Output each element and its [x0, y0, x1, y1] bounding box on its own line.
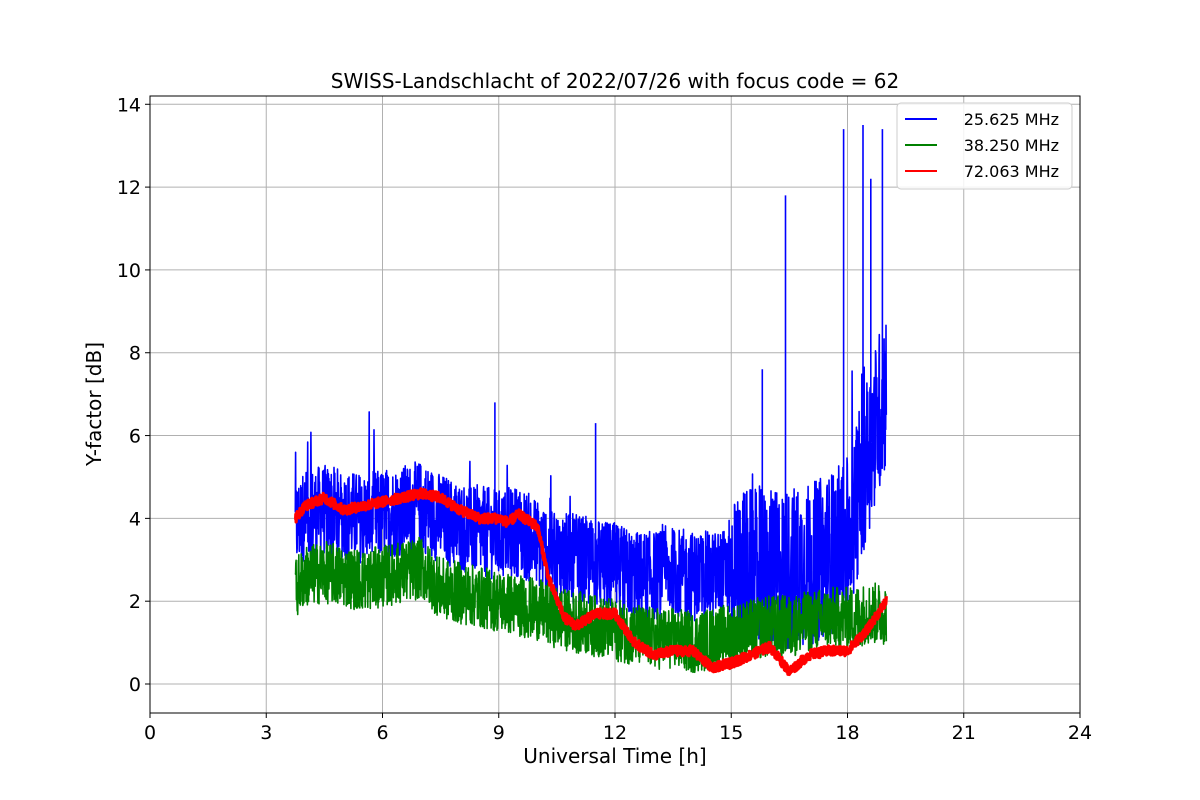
legend-frame [896, 102, 1073, 190]
y-tick-label: 10 [117, 260, 141, 282]
y-tick-label: 0 [129, 674, 141, 696]
y-tick-label: 12 [117, 177, 141, 199]
y-tick-label: 8 [129, 343, 141, 365]
x-axis-title: Universal Time [h] [523, 744, 706, 768]
chart-title: SWISS-Landschlacht of 2022/07/26 with fo… [331, 69, 899, 93]
series-line-1 [294, 125, 888, 651]
y-tick-label: 2 [129, 591, 141, 613]
x-tick-label: 9 [493, 722, 505, 744]
plot-area [293, 125, 888, 677]
x-tick-label: 3 [260, 722, 272, 744]
x-tick-label: 18 [835, 722, 859, 744]
series-line-2 [294, 536, 888, 674]
series-line-3 [293, 487, 888, 677]
x-tick-label: 21 [952, 722, 976, 744]
y-tick-label: 6 [129, 426, 141, 448]
x-tick-label: 6 [376, 722, 388, 744]
x-tick-label: 15 [719, 722, 743, 744]
legend-label-1: 25.625 MHz [964, 110, 1059, 129]
legend-label-2: 38.250 MHz [964, 136, 1059, 155]
x-tick-label: 24 [1068, 722, 1092, 744]
y-axis-title: Y-factor [dB] [82, 342, 106, 467]
legend: 25.625 MHz 38.250 MHz 72.063 MHz [896, 102, 1073, 190]
y-tick-label: 14 [117, 94, 141, 116]
legend-label-3: 72.063 MHz [964, 162, 1059, 181]
x-tick-label: 0 [144, 722, 156, 744]
x-tick-label: 12 [603, 722, 627, 744]
y-tick-label: 4 [129, 508, 141, 530]
